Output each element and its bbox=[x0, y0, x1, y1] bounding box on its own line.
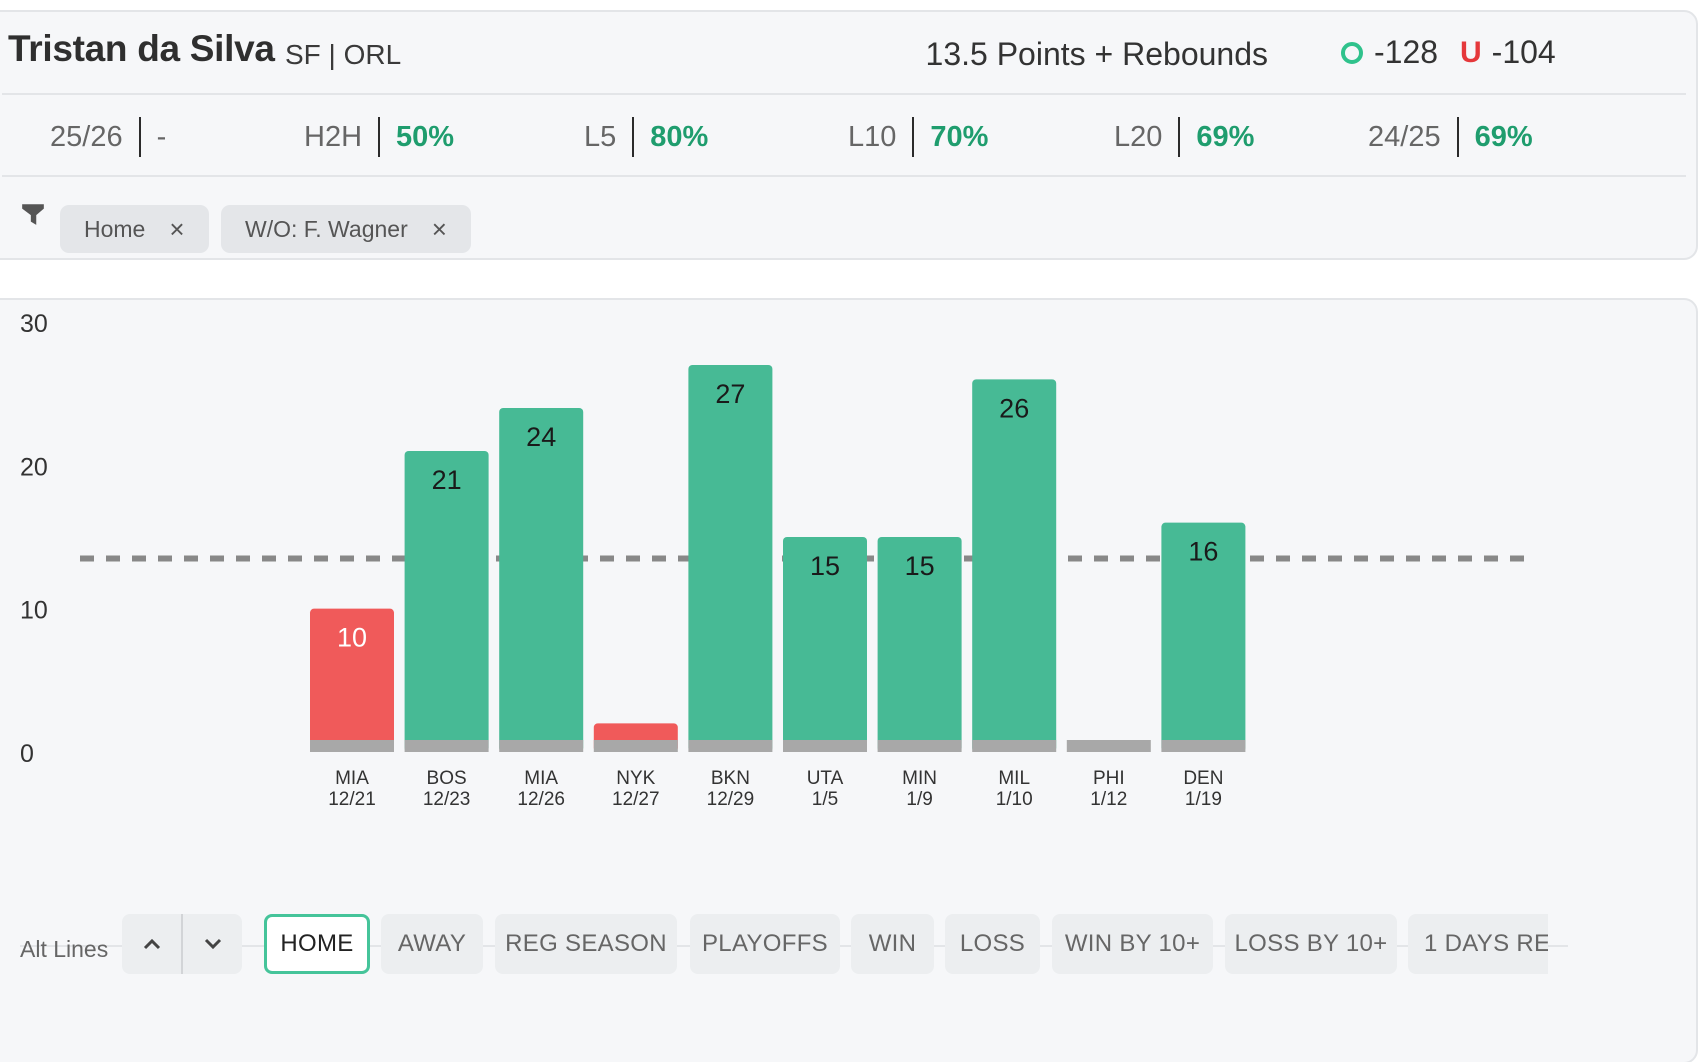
bar-value-label: 26 bbox=[999, 393, 1029, 423]
x-tick-team: NYK bbox=[616, 768, 655, 789]
stat-season-2425[interactable]: 24/25 69% bbox=[1368, 117, 1533, 157]
x-tick-team: MIL bbox=[998, 768, 1030, 789]
bar-uta-5 bbox=[783, 537, 867, 752]
x-tick-date: 1/19 bbox=[1185, 789, 1222, 810]
prop-header-card: Tristan da Silva SF | ORL 13.5 Points + … bbox=[0, 10, 1698, 260]
bar-base bbox=[404, 740, 489, 752]
prop-header: Tristan da Silva SF | ORL 13.5 Points + … bbox=[2, 12, 1686, 95]
tab-loss[interactable]: LOSS bbox=[945, 914, 1040, 974]
tab-home[interactable]: HOME bbox=[264, 914, 370, 974]
chevron-up-icon[interactable] bbox=[122, 914, 181, 974]
over-circle-icon bbox=[1341, 41, 1363, 64]
chevron-down-icon[interactable] bbox=[183, 914, 242, 974]
under-odds[interactable]: U -104 bbox=[1460, 34, 1556, 71]
bar-value-label: 16 bbox=[1188, 537, 1218, 567]
bar-base bbox=[310, 740, 394, 752]
x-tick-date: 12/26 bbox=[517, 789, 565, 810]
close-icon[interactable]: × bbox=[169, 213, 185, 244]
bar-den-9 bbox=[1161, 522, 1246, 752]
x-tick-team: PHI bbox=[1093, 768, 1125, 789]
bar-bos-1 bbox=[404, 451, 489, 752]
bar-base bbox=[783, 740, 867, 752]
x-tick-date: 1/12 bbox=[1090, 789, 1127, 810]
market-label: 13.5 Points + Rebounds bbox=[925, 36, 1268, 72]
bar-value-label: 15 bbox=[905, 551, 935, 581]
stat-l20[interactable]: L20 69% bbox=[1114, 117, 1254, 157]
filter-chip-without-player[interactable]: W/O: F. Wagner × bbox=[221, 205, 471, 253]
x-tick-team: BKN bbox=[711, 768, 750, 789]
filter-chip-home[interactable]: Home × bbox=[60, 205, 209, 253]
under-odds-value: -104 bbox=[1491, 34, 1556, 70]
x-tick-team: MIA bbox=[335, 768, 369, 789]
bar-mia-0 bbox=[310, 608, 394, 752]
x-tick-date: 1/9 bbox=[906, 789, 932, 810]
tab-win[interactable]: WIN bbox=[851, 914, 934, 974]
over-odds[interactable]: -128 bbox=[1340, 34, 1438, 71]
bar-value-label: 27 bbox=[715, 379, 745, 409]
close-icon[interactable]: × bbox=[431, 213, 447, 244]
y-tick-label: 10 bbox=[20, 597, 48, 625]
game-log-bar-chart: 010203010MIA12/2121BOS12/2324MIA12/26NYK… bbox=[20, 310, 1524, 810]
bar-min-6 bbox=[877, 537, 962, 752]
bar-mia-2 bbox=[499, 408, 584, 752]
over-odds-value: -128 bbox=[1374, 34, 1439, 70]
x-tick-team: BOS bbox=[427, 768, 467, 789]
bar-base bbox=[688, 740, 773, 752]
y-tick-label: 30 bbox=[20, 310, 48, 338]
bar-base bbox=[593, 740, 678, 752]
tab-playoffs[interactable]: PLAYOFFS bbox=[690, 914, 840, 974]
bar-base bbox=[877, 740, 962, 752]
under-tag: U bbox=[1460, 35, 1482, 69]
x-tick-team: MIN bbox=[902, 768, 937, 789]
bar-mil-7 bbox=[972, 379, 1057, 752]
stat-l5[interactable]: L5 80% bbox=[584, 117, 708, 157]
x-tick-team: UTA bbox=[807, 768, 844, 789]
game-log-chart-card: 0 10 20 30 10 MIA 12/21 21 BOS 12/23 24 MIA 12/26 NYK… bbox=[0, 298, 1698, 1062]
tab-1-days-re[interactable]: 1 DAYS RE bbox=[1408, 914, 1548, 974]
bar-base bbox=[1161, 740, 1246, 752]
x-tick-date: 1/10 bbox=[996, 789, 1033, 810]
x-tick-team: MIA bbox=[524, 768, 558, 789]
bar-base bbox=[499, 740, 584, 752]
y-tick-label: 20 bbox=[20, 453, 48, 481]
bar-value-label: 24 bbox=[526, 422, 556, 452]
tab-away[interactable]: AWAY bbox=[381, 914, 483, 974]
y-tick-label: 0 bbox=[20, 740, 34, 768]
bar-value-label: 21 bbox=[432, 465, 462, 495]
tab-win-by-10[interactable]: WIN BY 10+ bbox=[1052, 914, 1213, 974]
x-tick-date: 1/5 bbox=[812, 789, 838, 810]
player-position-team: SF | ORL bbox=[285, 39, 402, 70]
bar-bkn-4 bbox=[688, 365, 773, 752]
stat-h2h[interactable]: H2H 50% bbox=[304, 117, 454, 157]
bar-value-label: 10 bbox=[337, 623, 367, 653]
bar-base bbox=[1066, 740, 1151, 752]
tab-loss-by-10[interactable]: LOSS BY 10+ bbox=[1225, 914, 1397, 974]
filter-row: Home × W/O: F. Wagner × bbox=[2, 177, 1686, 257]
x-tick-date: 12/29 bbox=[707, 789, 755, 810]
player-name: Tristan da Silva bbox=[8, 28, 275, 69]
x-tick-date: 12/27 bbox=[612, 789, 660, 810]
x-tick-team: DEN bbox=[1183, 768, 1223, 789]
filter-funnel-icon[interactable] bbox=[20, 201, 46, 227]
tab-reg-season[interactable]: REG SEASON bbox=[495, 914, 677, 974]
bar-base bbox=[972, 740, 1057, 752]
stat-season-2526[interactable]: 25/26- bbox=[50, 117, 166, 157]
alt-lines-label: Alt Lines bbox=[20, 936, 109, 962]
alt-lines-stepper bbox=[122, 914, 242, 974]
stat-l10[interactable]: L10 70% bbox=[848, 117, 988, 157]
bar-value-label: 15 bbox=[810, 551, 840, 581]
x-tick-date: 12/21 bbox=[328, 789, 376, 810]
x-tick-date: 12/23 bbox=[423, 789, 471, 810]
hit-rate-row: 25/26- H2H 50% L5 80% L10 70% L20 69% 24/25 6… bbox=[2, 95, 1686, 177]
